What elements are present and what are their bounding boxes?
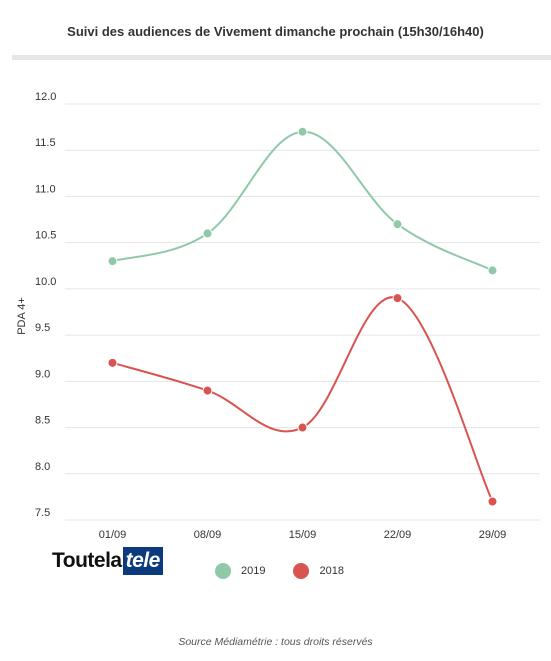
data-point-2018 bbox=[202, 385, 213, 396]
legend-marker-2019 bbox=[215, 563, 231, 579]
x-tick-label: 08/09 bbox=[194, 529, 222, 541]
chart-title: Suivi des audiences de Vivement dimanche… bbox=[67, 24, 484, 39]
data-point-2018 bbox=[297, 422, 308, 433]
chart-legend: 2019 2018 bbox=[215, 563, 372, 579]
data-point-2019 bbox=[487, 265, 498, 276]
legend-marker-2018 bbox=[293, 563, 310, 579]
brand-logo: Toutela tele bbox=[52, 547, 163, 575]
series-line-2018 bbox=[112, 296, 494, 502]
x-tick-label: 15/09 bbox=[289, 529, 317, 541]
x-tick-label: 29/09 bbox=[479, 529, 507, 541]
title-divider bbox=[12, 55, 551, 60]
y-tick-label: 10.0 bbox=[35, 276, 56, 288]
y-tick-label: 11.0 bbox=[35, 183, 56, 195]
y-tick-label: 9.5 bbox=[35, 322, 50, 334]
legend-item-2018[interactable]: 2018 bbox=[293, 563, 344, 579]
data-point-2019 bbox=[107, 256, 118, 267]
y-tick-label: 8.0 bbox=[35, 461, 50, 473]
x-tick-label: 22/09 bbox=[384, 529, 412, 541]
data-point-2018 bbox=[107, 357, 118, 368]
y-axis-label: PDA 4+ bbox=[16, 297, 28, 335]
source-note: Source Médiamétrie : tous droits réservé… bbox=[178, 636, 373, 648]
y-tick-label: 8.5 bbox=[35, 415, 50, 427]
y-tick-label: 11.5 bbox=[35, 137, 56, 149]
data-point-2018 bbox=[392, 293, 403, 304]
x-tick-label: 01/09 bbox=[99, 529, 127, 541]
y-tick-label: 7.5 bbox=[35, 507, 50, 519]
y-tick-label: 10.5 bbox=[35, 230, 56, 242]
legend-label-2018: 2018 bbox=[319, 565, 344, 577]
logo-text-part1: Toutela bbox=[52, 549, 122, 572]
legend-item-2019[interactable]: 2019 bbox=[215, 563, 265, 579]
data-point-2019 bbox=[297, 126, 308, 137]
data-point-2018 bbox=[487, 496, 498, 507]
data-point-2019 bbox=[392, 219, 403, 230]
logo-text-part2: tele bbox=[122, 547, 163, 575]
y-tick-label: 9.0 bbox=[35, 368, 50, 380]
data-point-2019 bbox=[202, 228, 213, 239]
series-line-2019 bbox=[112, 130, 493, 272]
y-tick-label: 12.0 bbox=[35, 91, 56, 103]
legend-label-2019: 2019 bbox=[241, 565, 266, 577]
